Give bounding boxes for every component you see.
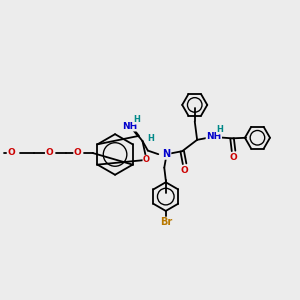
Text: O: O xyxy=(143,155,150,164)
Text: N: N xyxy=(163,149,171,159)
Text: O: O xyxy=(181,166,188,175)
Text: Br: Br xyxy=(160,217,172,227)
Text: O: O xyxy=(230,153,237,162)
Text: O: O xyxy=(7,148,15,158)
Text: O: O xyxy=(74,148,82,158)
Text: NH: NH xyxy=(206,132,221,141)
Text: NH: NH xyxy=(122,122,138,131)
Text: H: H xyxy=(217,125,224,134)
Text: H: H xyxy=(147,134,154,142)
Text: O: O xyxy=(46,148,53,158)
Text: H: H xyxy=(134,115,140,124)
